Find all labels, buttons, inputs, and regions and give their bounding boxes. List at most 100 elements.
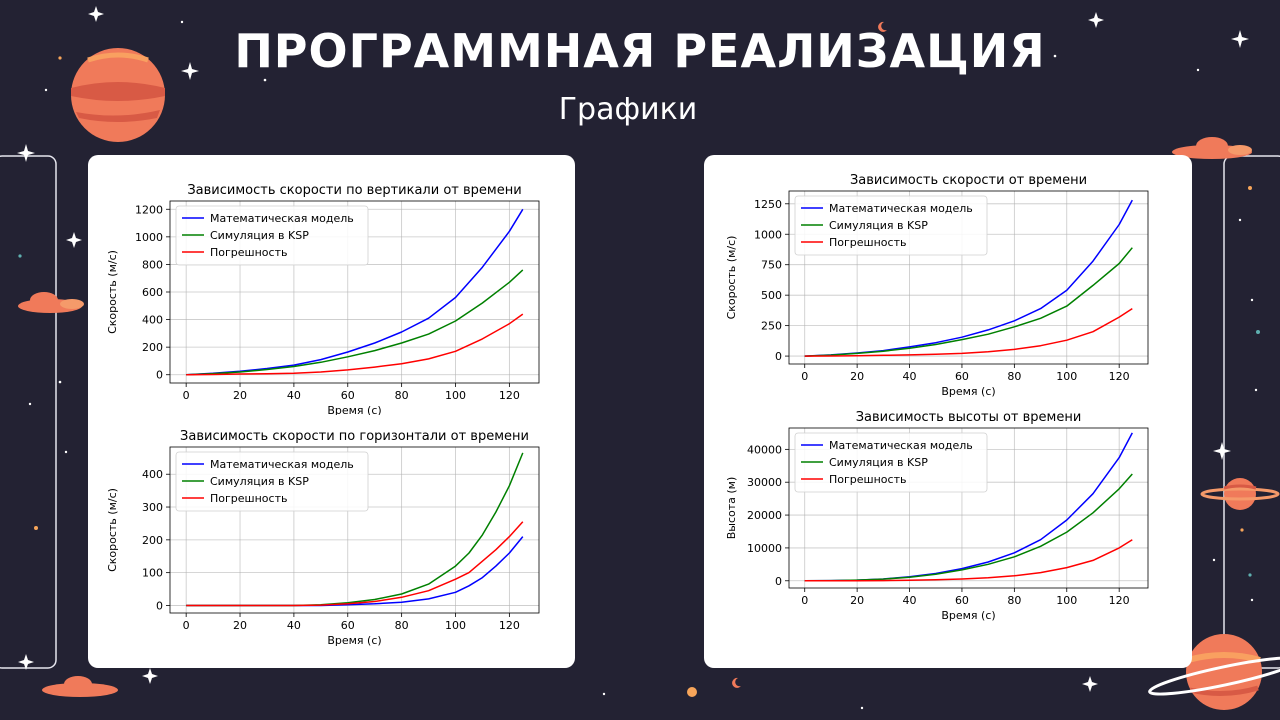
x-tick-label: 100 bbox=[1056, 594, 1077, 607]
x-tick-label: 120 bbox=[499, 389, 520, 402]
y-tick-label: 0 bbox=[156, 599, 163, 612]
series-line bbox=[186, 269, 524, 376]
chart-altitude: 0 20 40 60 80 100 120 0 10000 20000 30000 40000 Зави… bbox=[725, 410, 1149, 622]
x-tick-label: 40 bbox=[287, 389, 301, 402]
legend-label: Симуляция в KSP bbox=[210, 475, 309, 488]
y-axis-label: Скорость (м/с) bbox=[725, 236, 738, 320]
x-tick-label: 120 bbox=[1109, 370, 1130, 383]
chart-vertical-speed: 0 20 40 60 80 100 120020040060080010001200Зави… bbox=[106, 183, 540, 415]
x-tick-label: 120 bbox=[1109, 594, 1130, 607]
y-tick-label: 250 bbox=[761, 320, 782, 333]
y-tick-label: 1200 bbox=[135, 203, 163, 216]
x-axis-label: Время (с) bbox=[941, 385, 995, 398]
chart-total-speed: 0 20 40 60 80 100 120 0 250 500 750 1000 1250 Зависим… bbox=[725, 173, 1149, 398]
x-tick-label: 0 bbox=[801, 370, 808, 383]
series-line bbox=[186, 536, 524, 607]
y-tick-label: 20000 bbox=[747, 509, 782, 522]
x-tick-label: 20 bbox=[850, 370, 864, 383]
y-tick-label: 40000 bbox=[747, 443, 782, 456]
x-tick-label: 0 bbox=[801, 594, 808, 607]
legend-label: Погрешность bbox=[210, 492, 287, 505]
ringed-planet-icon bbox=[1200, 478, 1280, 510]
chart-title: Зависимость скорости от времени bbox=[850, 173, 1087, 188]
y-axis-label: Высота (м) bbox=[725, 477, 738, 540]
x-tick-label: 80 bbox=[1007, 370, 1021, 383]
x-tick-label: 0 bbox=[183, 389, 190, 402]
slide-title: ПРОГРАММНАЯ РЕАЛИЗАЦИЯ bbox=[234, 24, 1046, 78]
y-tick-label: 1000 bbox=[135, 231, 163, 244]
series-line bbox=[186, 521, 524, 607]
y-tick-label: 750 bbox=[761, 259, 782, 272]
y-tick-label: 200 bbox=[142, 341, 163, 354]
x-tick-label: 60 bbox=[955, 594, 969, 607]
x-axis-label: Время (с) bbox=[327, 634, 381, 647]
x-axis-label: Время (с) bbox=[941, 609, 995, 622]
y-tick-label: 0 bbox=[775, 350, 782, 363]
chart-horizontal-speed: 0 20 40 60 80 100 120 0 100 200 300 400 Зависимость … bbox=[106, 429, 540, 647]
x-tick-label: 120 bbox=[499, 619, 520, 632]
slide-subtitle: Графики bbox=[558, 92, 698, 127]
y-tick-label: 100 bbox=[142, 567, 163, 580]
x-tick-label: 60 bbox=[955, 370, 969, 383]
y-tick-label: 10000 bbox=[747, 542, 782, 555]
legend-label: Симуляция в KSP bbox=[829, 456, 928, 469]
y-tick-label: 400 bbox=[142, 468, 163, 481]
right-charts-panel: 0 20 40 60 80 100 120 0 250 500 750 1000 1250 Зависим… bbox=[704, 155, 1192, 668]
x-tick-label: 60 bbox=[341, 389, 355, 402]
y-tick-label: 400 bbox=[142, 314, 163, 327]
legend-box bbox=[175, 205, 369, 266]
plot-frame bbox=[169, 446, 540, 614]
x-tick-label: 80 bbox=[1007, 594, 1021, 607]
series-line bbox=[804, 307, 1133, 357]
x-tick-label: 100 bbox=[445, 389, 466, 402]
y-tick-label: 800 bbox=[142, 258, 163, 271]
y-tick-label: 200 bbox=[142, 534, 163, 547]
legend-label: Математическая модель bbox=[829, 202, 973, 215]
legend-box bbox=[175, 451, 369, 512]
x-tick-label: 20 bbox=[233, 389, 247, 402]
left-charts-panel: 0 20 40 60 80 100 120 0 200 400 600 800 1000 1200 Зави… bbox=[88, 155, 575, 668]
x-tick-label: 100 bbox=[1056, 370, 1077, 383]
right-frame bbox=[1223, 155, 1280, 669]
x-tick-label: 40 bbox=[903, 370, 917, 383]
x-tick-label: 100 bbox=[445, 619, 466, 632]
plot-frame bbox=[788, 427, 1149, 589]
legend-label: Симуляция в KSP bbox=[829, 219, 928, 232]
y-axis-label: Скорость (м/с) bbox=[106, 250, 119, 334]
x-axis-label: Время (с) bbox=[327, 404, 381, 415]
y-tick-label: 300 bbox=[142, 501, 163, 514]
x-tick-label: 80 bbox=[395, 389, 409, 402]
x-tick-label: 40 bbox=[287, 619, 301, 632]
legend-label: Симуляция в KSP bbox=[210, 229, 309, 242]
moon-icon bbox=[878, 21, 887, 32]
x-tick-label: 80 bbox=[395, 619, 409, 632]
chart-title: Зависимость скорости по горизонтали от в… bbox=[180, 429, 529, 444]
legend-label: Погрешность bbox=[210, 246, 287, 259]
y-tick-label: 1250 bbox=[754, 198, 782, 211]
star-icon bbox=[17, 6, 1258, 710]
chart-title: Зависимость высоты от времени bbox=[856, 410, 1082, 425]
y-tick-label: 600 bbox=[142, 286, 163, 299]
series-line bbox=[186, 313, 524, 376]
series-line bbox=[804, 539, 1133, 582]
chart-title: Зависимость скорости по вертикали от вре… bbox=[187, 183, 521, 198]
ringed-planet-icon bbox=[1148, 634, 1280, 710]
legend-label: Погрешность bbox=[829, 473, 906, 486]
legend-box bbox=[794, 195, 988, 256]
legend-label: Математическая модель bbox=[829, 439, 973, 452]
plot-frame bbox=[788, 190, 1149, 365]
moon-icon bbox=[732, 677, 741, 688]
legend-label: Математическая модель bbox=[210, 458, 354, 471]
y-tick-label: 1000 bbox=[754, 228, 782, 241]
legend-label: Математическая модель bbox=[210, 212, 354, 225]
left-frame bbox=[0, 155, 57, 669]
y-tick-label: 0 bbox=[775, 575, 782, 588]
cloud-icon bbox=[18, 137, 1252, 697]
y-tick-label: 500 bbox=[761, 289, 782, 302]
x-tick-label: 20 bbox=[850, 594, 864, 607]
y-axis-label: Скорость (м/с) bbox=[106, 488, 119, 572]
colored-dots bbox=[18, 56, 1260, 697]
x-tick-label: 20 bbox=[233, 619, 247, 632]
x-tick-label: 60 bbox=[341, 619, 355, 632]
